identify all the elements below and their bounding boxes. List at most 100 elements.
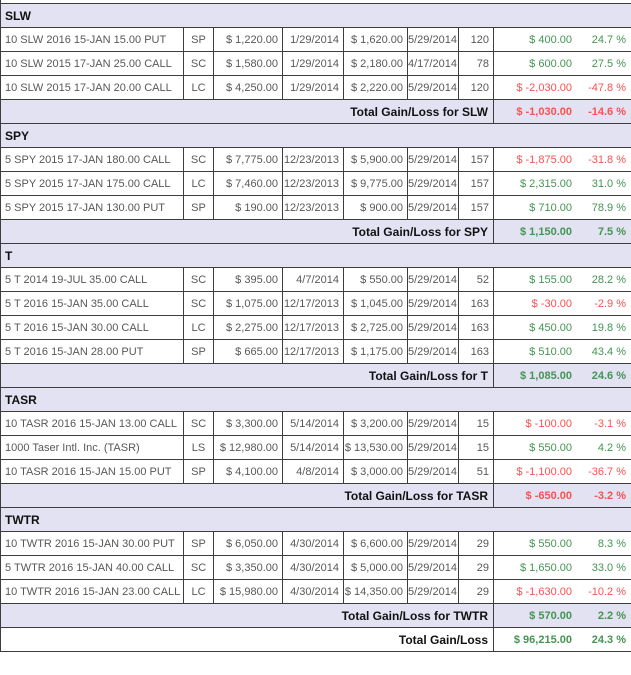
position-row[interactable]: 5 T 2016 15-JAN 28.00 PUT SP $ 665.00 12… <box>0 339 631 364</box>
position-close-date: 5/29/2014 <box>407 267 459 292</box>
gain-wrap: $ -1,100.00 -36.7 % <box>495 466 631 478</box>
position-close-date: 5/29/2014 <box>407 531 459 556</box>
position-cost: $ 7,775.00 <box>213 147 283 172</box>
position-gain-amount: $ -1,875.00 <box>516 153 572 166</box>
ticker-header-row: TASR <box>0 387 631 412</box>
gain-wrap: $ 570.00 2.2 % <box>495 610 631 622</box>
gain-wrap: $ 710.00 78.9 % <box>495 201 631 214</box>
position-proceeds: $ 2,180.00 <box>343 51 408 76</box>
position-days-held: 51 <box>458 459 494 484</box>
position-open-date: 12/17/2013 <box>282 339 344 364</box>
position-open-date: 1/29/2014 <box>282 51 344 76</box>
position-cost: $ 7,460.00 <box>213 171 283 196</box>
position-proceeds: $ 3,000.00 <box>343 459 408 484</box>
position-gain-percent: 28.2 % <box>591 273 626 286</box>
position-row[interactable]: 5 SPY 2015 17-JAN 180.00 CALL SC $ 7,775… <box>0 147 631 172</box>
grand-total-amount: $ 96,215.00 <box>513 633 572 646</box>
position-row[interactable]: 10 SLW 2015 17-JAN 25.00 CALL SC $ 1,580… <box>0 51 631 76</box>
gain-wrap: $ -30.00 -2.9 % <box>495 297 631 310</box>
position-days-held: 78 <box>458 51 494 76</box>
position-gain-amount: $ -1,630.00 <box>516 585 572 598</box>
position-row[interactable]: 5 T 2016 15-JAN 30.00 CALL LC $ 2,275.00… <box>0 315 631 340</box>
position-description: 5 SPY 2015 17-JAN 130.00 PUT <box>0 195 184 220</box>
position-row[interactable]: 5 TWTR 2016 15-JAN 40.00 CALL SC $ 3,350… <box>0 555 631 580</box>
position-cost: $ 15,980.00 <box>213 579 283 604</box>
position-row[interactable]: 10 TASR 2016 15-JAN 13.00 CALL SC $ 3,30… <box>0 411 631 436</box>
position-gain-amount: $ 550.00 <box>529 537 572 550</box>
position-gain-cell: $ 710.00 78.9 % <box>493 195 631 220</box>
position-days-held: 120 <box>458 27 494 52</box>
position-gain-cell: $ -2,030.00 -47.8 % <box>493 75 631 100</box>
gain-wrap: $ 400.00 24.7 % <box>495 34 631 46</box>
ticker-header-row: T <box>0 243 631 268</box>
position-row[interactable]: 1000 Taser Intl. Inc. (TASR) LS $ 12,980… <box>0 435 631 460</box>
position-open-date: 5/14/2014 <box>282 435 344 460</box>
grand-total-label: Total Gain/Loss <box>0 627 494 652</box>
gain-wrap: $ -2,030.00 -47.8 % <box>495 81 631 94</box>
section-total-percent: 24.6 % <box>591 369 626 382</box>
position-gain-percent: -10.2 % <box>588 585 626 598</box>
position-gain-amount: $ 155.00 <box>529 273 572 286</box>
position-row[interactable]: 10 TWTR 2016 15-JAN 30.00 PUT SP $ 6,050… <box>0 531 631 556</box>
position-close-date: 5/29/2014 <box>407 75 459 100</box>
position-days-held: 163 <box>458 315 494 340</box>
position-open-date: 1/29/2014 <box>282 75 344 100</box>
section-total-label: Total Gain/Loss for SLW <box>0 99 494 124</box>
position-gain-percent: -31.8 % <box>588 153 626 166</box>
section-total-percent: 7.5 % <box>597 225 626 238</box>
position-gain-percent: 78.9 % <box>591 201 626 214</box>
position-cost: $ 3,350.00 <box>213 555 283 580</box>
section-total-amount: $ -650.00 <box>525 489 572 502</box>
position-gain-amount: $ 600.00 <box>529 57 572 70</box>
position-gain-amount: $ -2,030.00 <box>516 81 572 94</box>
section-total-label: Total Gain/Loss for T <box>0 363 494 388</box>
section-total-percent: -3.2 % <box>594 489 626 502</box>
position-cost: $ 4,100.00 <box>213 459 283 484</box>
gain-wrap: $ -650.00 -3.2 % <box>495 489 631 502</box>
position-gain-cell: $ 2,315.00 31.0 % <box>493 171 631 196</box>
position-description: 5 TWTR 2016 15-JAN 40.00 CALL <box>0 555 184 580</box>
position-gain-percent: -47.8 % <box>588 81 626 94</box>
position-gain-cell: $ 450.00 19.8 % <box>493 315 631 340</box>
position-description: 1000 Taser Intl. Inc. (TASR) <box>0 435 184 460</box>
position-row[interactable]: 10 TASR 2016 15-JAN 15.00 PUT SP $ 4,100… <box>0 459 631 484</box>
position-close-date: 4/17/2014 <box>407 51 459 76</box>
position-type-code: SP <box>183 459 214 484</box>
position-gain-cell: $ 1,650.00 33.0 % <box>493 555 631 580</box>
position-days-held: 157 <box>458 195 494 220</box>
grand-total-row: Total Gain/Loss $ 96,215.00 24.3 % <box>0 627 631 652</box>
ticker-header-row: TWTR <box>0 507 631 532</box>
position-type-code: LC <box>183 579 214 604</box>
position-row[interactable]: 5 SPY 2015 17-JAN 130.00 PUT SP $ 190.00… <box>0 195 631 220</box>
position-row[interactable]: 10 TWTR 2016 15-JAN 23.00 CALL LC $ 15,9… <box>0 579 631 604</box>
position-type-code: SC <box>183 51 214 76</box>
position-gain-percent: 4.2 % <box>597 441 626 454</box>
position-days-held: 52 <box>458 267 494 292</box>
position-close-date: 5/29/2014 <box>407 147 459 172</box>
position-gain-cell: $ -30.00 -2.9 % <box>493 291 631 316</box>
position-row[interactable]: 10 SLW 2016 15-JAN 15.00 PUT SP $ 1,220.… <box>0 27 631 52</box>
gain-wrap: $ -1,630.00 -10.2 % <box>495 585 631 598</box>
position-cost: $ 665.00 <box>213 339 283 364</box>
position-proceeds: $ 1,045.00 <box>343 291 408 316</box>
position-gain-percent: -2.9 % <box>594 297 626 310</box>
position-row[interactable]: 5 SPY 2015 17-JAN 175.00 CALL LC $ 7,460… <box>0 171 631 196</box>
position-proceeds: $ 2,725.00 <box>343 315 408 340</box>
position-row[interactable]: 10 SLW 2015 17-JAN 20.00 CALL LC $ 4,250… <box>0 75 631 100</box>
gain-wrap: $ 96,215.00 24.3 % <box>495 633 631 646</box>
position-days-held: 29 <box>458 531 494 556</box>
position-gain-amount: $ -30.00 <box>531 297 572 310</box>
position-type-code: SC <box>183 147 214 172</box>
position-cost: $ 3,300.00 <box>213 411 283 436</box>
section-total-percent: -14.6 % <box>588 105 626 118</box>
position-row[interactable]: 5 T 2014 19-JUL 35.00 CALL SC $ 395.00 4… <box>0 267 631 292</box>
section-total-row: Total Gain/Loss for SLW $ -1,030.00 -14.… <box>0 99 631 124</box>
position-days-held: 15 <box>458 435 494 460</box>
gain-wrap: $ -1,030.00 -14.6 % <box>495 105 631 118</box>
position-open-date: 4/30/2014 <box>282 579 344 604</box>
position-description: 5 T 2016 15-JAN 28.00 PUT <box>0 339 184 364</box>
position-row[interactable]: 5 T 2016 15-JAN 35.00 CALL SC $ 1,075.00… <box>0 291 631 316</box>
position-open-date: 1/29/2014 <box>282 27 344 52</box>
position-gain-cell: $ 510.00 43.4 % <box>493 339 631 364</box>
position-close-date: 5/29/2014 <box>407 27 459 52</box>
